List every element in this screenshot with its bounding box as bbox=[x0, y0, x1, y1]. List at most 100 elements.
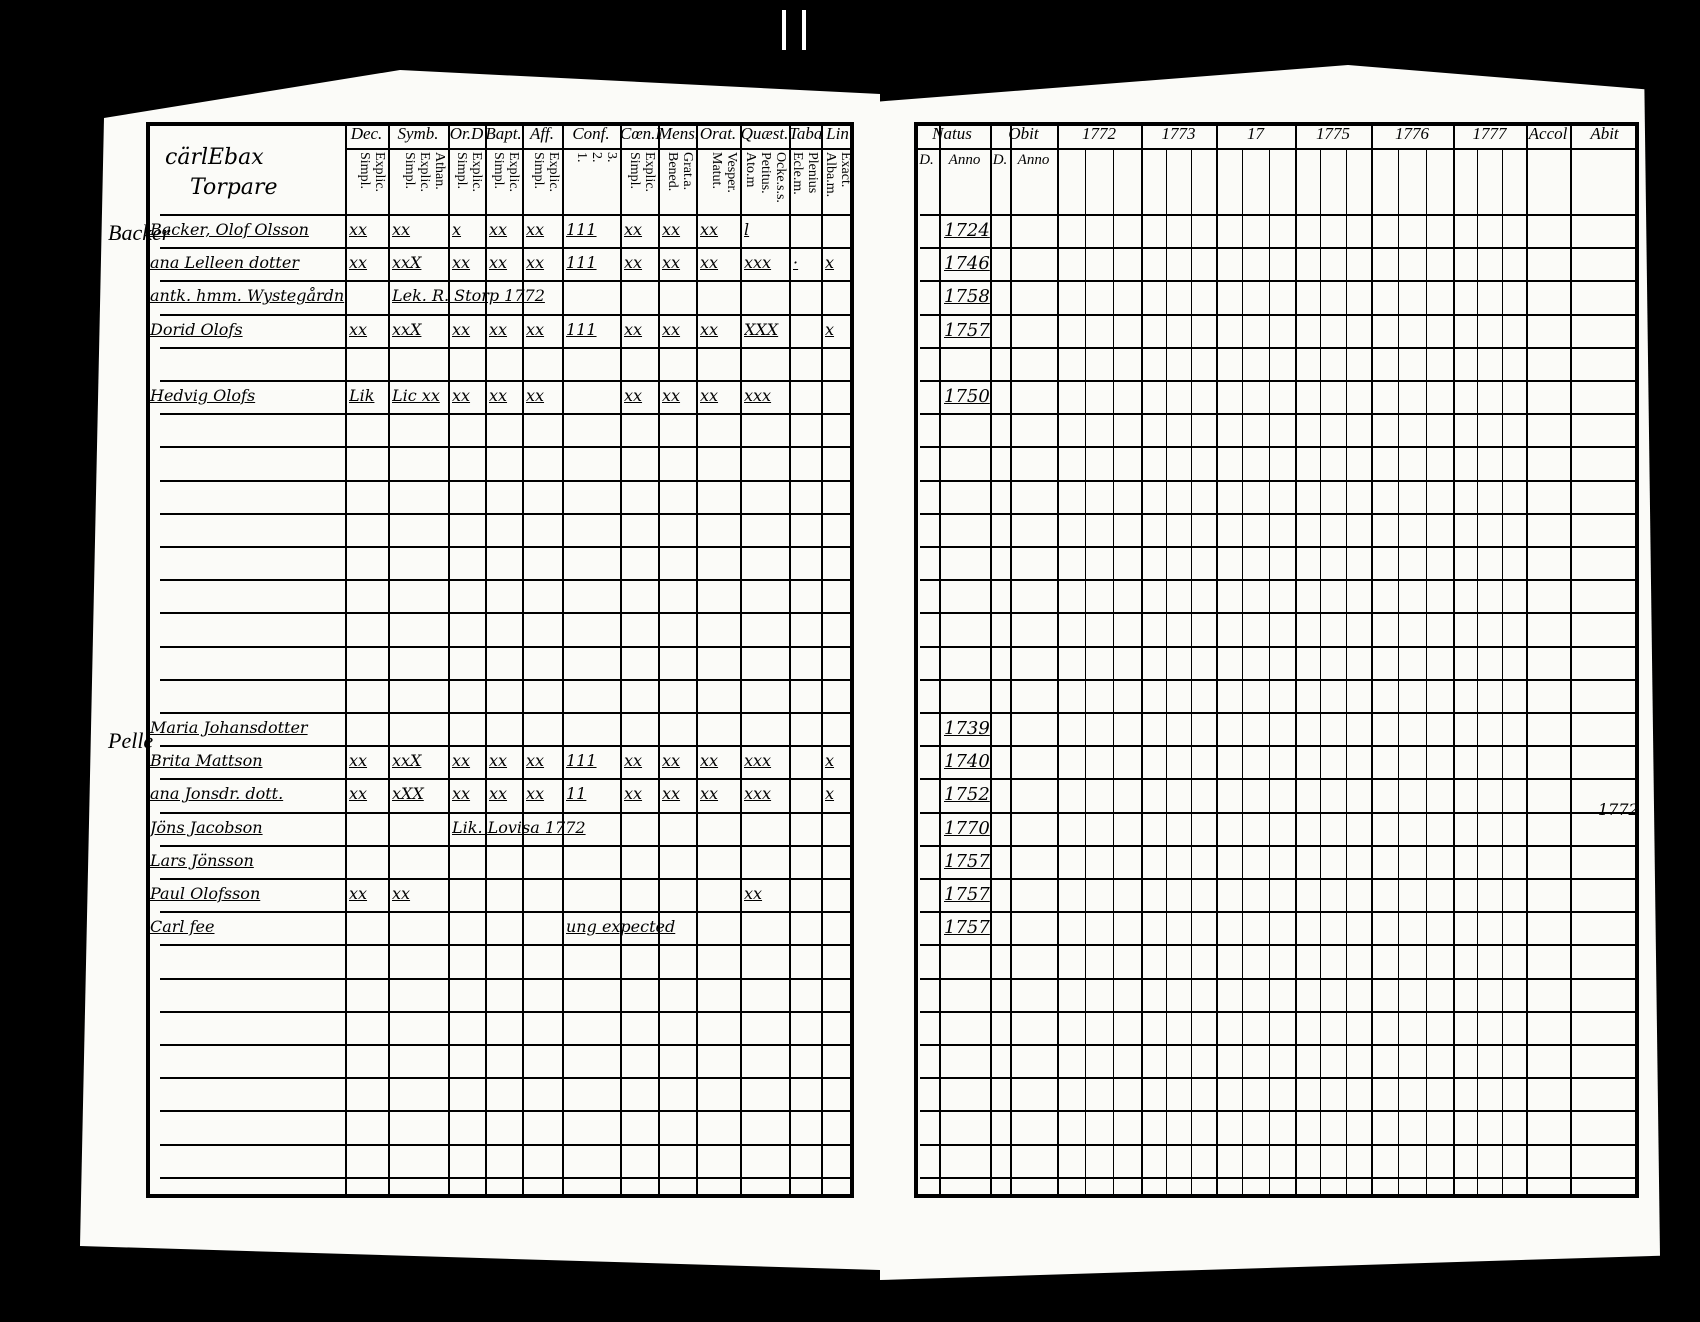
column-subheader: Bened. bbox=[665, 152, 680, 192]
exam-mark: xx bbox=[452, 784, 471, 804]
row-rule bbox=[920, 314, 1635, 316]
exam-mark: xx bbox=[489, 319, 508, 339]
row-rule bbox=[160, 480, 850, 482]
row-rule bbox=[920, 778, 1635, 780]
row-rule bbox=[160, 280, 850, 282]
row-rule bbox=[920, 911, 1635, 913]
exam-mark: xx bbox=[489, 220, 508, 239]
heading-line: cärlEbax bbox=[165, 145, 264, 170]
row-rule bbox=[160, 1177, 850, 1179]
column-rule bbox=[1057, 122, 1059, 1198]
exam-mark: xx bbox=[349, 319, 368, 339]
birth-death-attendance-table bbox=[914, 122, 1639, 1198]
row-rule bbox=[920, 1144, 1635, 1146]
exam-mark: 111 bbox=[566, 220, 597, 239]
column-subheader: Explic. bbox=[417, 152, 432, 193]
row-rule bbox=[160, 911, 850, 913]
row-rule bbox=[920, 546, 1635, 548]
column-header: Lin bbox=[826, 124, 849, 143]
exam-mark: x bbox=[825, 319, 835, 339]
sub-column-rule bbox=[1269, 150, 1270, 1198]
exam-mark: xxx bbox=[744, 253, 772, 273]
column-rule bbox=[696, 122, 698, 1198]
sub-column-rule bbox=[1191, 150, 1192, 1198]
exam-mark: Lic xx bbox=[392, 386, 440, 405]
column-subheader: Petitus. bbox=[758, 152, 773, 194]
exam-mark: xx bbox=[744, 884, 763, 903]
column-subheader: D. bbox=[992, 152, 1008, 168]
column-subheader: Simpl. bbox=[491, 152, 506, 189]
exam-mark: xx bbox=[349, 253, 368, 273]
row-rule bbox=[160, 546, 850, 548]
column-header: 1775 bbox=[1316, 124, 1350, 143]
column-header: Dec. bbox=[350, 124, 383, 143]
exam-mark: xx bbox=[526, 319, 545, 339]
person-name: ana Lelleen dotter bbox=[150, 253, 299, 273]
exam-mark: xx bbox=[700, 319, 719, 339]
row-rule bbox=[920, 280, 1635, 282]
birth-year: 1746 bbox=[944, 253, 990, 275]
row-rule bbox=[920, 347, 1635, 349]
column-subheader: Simpl. bbox=[531, 152, 546, 189]
row-rule bbox=[920, 745, 1635, 747]
exam-mark: xxx bbox=[744, 386, 772, 405]
column-subheader: Vesper. bbox=[724, 152, 739, 193]
sub-column-rule bbox=[1113, 150, 1114, 1198]
exam-mark: xxx bbox=[744, 784, 772, 804]
column-header: Taba bbox=[789, 124, 821, 143]
row-rule bbox=[920, 646, 1635, 648]
row-rule bbox=[920, 978, 1635, 980]
row-rule bbox=[160, 579, 850, 581]
birth-year: 1740 bbox=[944, 751, 990, 773]
exam-mark: x bbox=[452, 220, 462, 239]
column-rule bbox=[1570, 122, 1572, 1198]
exam-mark: xx bbox=[662, 253, 681, 273]
birth-year: 1770 bbox=[944, 817, 990, 839]
row-rule bbox=[160, 1011, 850, 1013]
column-header: Or.D bbox=[449, 124, 484, 143]
column-header: 1777 bbox=[1472, 124, 1507, 143]
column-rule bbox=[1526, 122, 1528, 1198]
side-note: 1772 bbox=[1598, 800, 1639, 819]
column-header: 1772 bbox=[1082, 124, 1116, 143]
margin-note: Pelle bbox=[108, 728, 154, 753]
exam-mark: x bbox=[825, 751, 835, 771]
exam-mark: xx bbox=[526, 253, 545, 273]
column-subheader: Simpl. bbox=[454, 152, 469, 189]
column-rule bbox=[939, 122, 941, 1198]
birth-year: 1752 bbox=[944, 784, 990, 806]
row-rule bbox=[160, 978, 850, 980]
row-rule bbox=[920, 1177, 1635, 1179]
header-rule bbox=[345, 148, 854, 150]
exam-mark: xx bbox=[349, 751, 368, 771]
column-subheader: Plenius bbox=[805, 152, 820, 194]
exam-mark: xx bbox=[489, 751, 508, 771]
exam-mark: xx bbox=[662, 751, 681, 771]
row-rule bbox=[160, 679, 850, 681]
header-rule bbox=[914, 148, 1639, 150]
exam-mark: XXX bbox=[744, 319, 779, 339]
exam-mark: xx bbox=[349, 884, 368, 903]
row-rule bbox=[160, 612, 850, 614]
sub-column-rule bbox=[1085, 150, 1086, 1198]
column-header: Natus bbox=[932, 124, 972, 143]
column-subheader: Anno bbox=[948, 152, 981, 168]
person-name: Brita Mattson bbox=[150, 751, 263, 771]
exam-mark: xx bbox=[700, 386, 719, 405]
column-subheader: Ocke.s.s. bbox=[773, 152, 788, 203]
column-rule bbox=[1141, 122, 1143, 1198]
column-header: Symb. bbox=[397, 124, 439, 143]
column-rule bbox=[1216, 122, 1218, 1198]
person-name: Hedvig Olofs bbox=[150, 386, 256, 405]
column-rule bbox=[620, 122, 622, 1198]
row-rule bbox=[920, 413, 1635, 415]
exam-mark: 111 bbox=[566, 751, 597, 771]
row-rule bbox=[920, 247, 1635, 249]
row-rule bbox=[160, 1144, 850, 1146]
exam-mark: xXX bbox=[392, 784, 424, 804]
margin-note: Backer bbox=[108, 220, 171, 245]
row-rule bbox=[160, 446, 850, 448]
column-rule bbox=[1010, 122, 1012, 1198]
heading-line: Torpare bbox=[190, 175, 278, 200]
row-rule bbox=[160, 314, 850, 316]
